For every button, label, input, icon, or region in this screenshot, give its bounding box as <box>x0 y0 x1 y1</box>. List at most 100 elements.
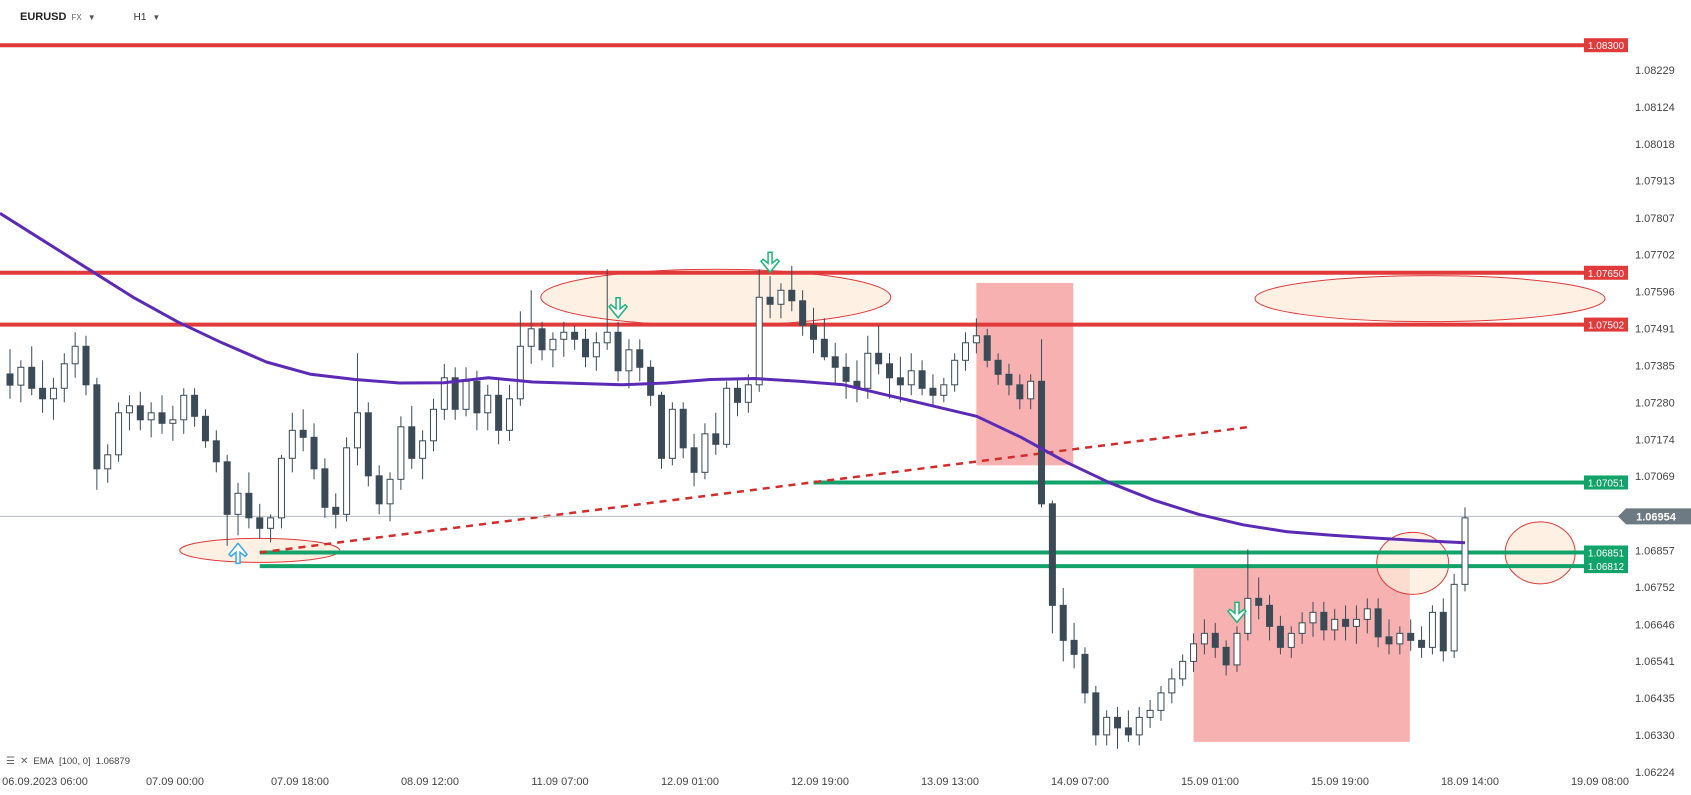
candle-body[interactable] <box>1418 639 1426 648</box>
candle-body[interactable] <box>1276 625 1284 648</box>
candle-body[interactable] <box>1287 632 1295 648</box>
candle-body[interactable] <box>321 468 329 508</box>
candle-body[interactable] <box>766 296 774 305</box>
candle-body[interactable] <box>842 366 850 382</box>
candle-body[interactable] <box>234 492 242 515</box>
candle-body[interactable] <box>6 373 14 386</box>
candle-body[interactable] <box>386 478 394 505</box>
candle-body[interactable] <box>1374 608 1382 638</box>
candle-body[interactable] <box>571 331 579 340</box>
candle-body[interactable] <box>962 342 970 361</box>
candle-body[interactable] <box>277 457 285 519</box>
candle-body[interactable] <box>1342 618 1350 627</box>
candle-body[interactable] <box>49 387 57 400</box>
candle-body[interactable] <box>125 405 133 414</box>
candle-body[interactable] <box>1005 373 1013 386</box>
candle-body[interactable] <box>1320 611 1328 631</box>
candle-body[interactable] <box>679 408 687 449</box>
candle-body[interactable] <box>484 394 492 414</box>
candle-body[interactable] <box>1255 597 1263 606</box>
candle-body[interactable] <box>1016 384 1024 400</box>
candle-body[interactable] <box>918 370 926 389</box>
candle-body[interactable] <box>1157 692 1165 711</box>
candle-body[interactable] <box>712 433 720 445</box>
candle-body[interactable] <box>310 436 318 470</box>
candle-body[interactable] <box>527 328 535 347</box>
candle-body[interactable] <box>1396 632 1404 645</box>
candle-body[interactable] <box>831 356 839 368</box>
candle-body[interactable] <box>1266 604 1274 627</box>
candle-body[interactable] <box>820 338 828 358</box>
candle-body[interactable] <box>1439 611 1447 652</box>
candle-body[interactable] <box>549 338 557 351</box>
candle-body[interactable] <box>1222 646 1230 666</box>
candle-body[interactable] <box>93 384 101 470</box>
candle-body[interactable] <box>951 359 959 386</box>
ema-line[interactable] <box>0 212 1466 545</box>
candle-body[interactable] <box>1309 611 1317 624</box>
candle-body[interactable] <box>256 517 264 529</box>
candle-body[interactable] <box>28 366 36 389</box>
candle-body[interactable] <box>180 394 188 421</box>
candle-body[interactable] <box>223 461 231 515</box>
candle-body[interactable] <box>505 398 513 431</box>
candle-body[interactable] <box>1385 636 1393 645</box>
candle-body[interactable] <box>886 363 894 379</box>
candle-body[interactable] <box>723 387 731 445</box>
candle-body[interactable] <box>614 331 622 372</box>
candle-body[interactable] <box>1233 632 1241 666</box>
candle-body[interactable] <box>1428 611 1436 648</box>
indicator-settings-icon[interactable]: ☰ <box>6 756 15 767</box>
trendline[interactable] <box>259 425 1248 554</box>
candle-body[interactable] <box>929 387 937 396</box>
candle-body[interactable] <box>419 440 427 459</box>
candle-body[interactable] <box>734 387 741 403</box>
candle-body[interactable] <box>940 384 948 396</box>
candle-body[interactable] <box>104 454 112 470</box>
candle-body[interactable] <box>451 377 459 410</box>
candle-body[interactable] <box>1244 597 1252 634</box>
candle-body[interactable] <box>429 408 437 442</box>
candle-body[interactable] <box>896 377 904 386</box>
candle-body[interactable] <box>1298 622 1306 634</box>
candle-body[interactable] <box>690 447 698 473</box>
candle-body[interactable] <box>212 440 220 463</box>
candle-body[interactable] <box>777 289 785 305</box>
candle-body[interactable] <box>647 366 655 396</box>
candle-body[interactable] <box>440 377 448 410</box>
candle-body[interactable] <box>343 447 351 515</box>
candle-body[interactable] <box>147 412 155 421</box>
candle-body[interactable] <box>115 412 123 456</box>
candle-body[interactable] <box>1081 653 1089 694</box>
candle-body[interactable] <box>907 370 915 386</box>
candle-body[interactable] <box>473 380 481 414</box>
candle-body[interactable] <box>538 328 546 351</box>
candle-body[interactable] <box>1048 503 1056 606</box>
candle-body[interactable] <box>864 352 872 389</box>
candle-body[interactable] <box>1059 604 1067 641</box>
candle-body[interactable] <box>191 394 199 417</box>
candle-body[interactable] <box>1450 583 1458 652</box>
candle-body[interactable] <box>744 384 752 403</box>
candle-body[interactable] <box>17 366 25 386</box>
candle-body[interactable] <box>136 405 144 421</box>
candle-body[interactable] <box>983 335 991 361</box>
candle-body[interactable] <box>1038 380 1046 505</box>
candle-body[interactable] <box>267 517 275 529</box>
symbol-dropdown-icon[interactable]: ▼ <box>87 12 96 22</box>
candle-body[interactable] <box>625 349 633 372</box>
candle-body[interactable] <box>1211 632 1219 648</box>
candle-body[interactable] <box>592 342 600 358</box>
candle-body[interactable] <box>364 412 372 477</box>
candle-body[interactable] <box>1200 632 1208 645</box>
candle-body[interactable] <box>972 335 980 344</box>
candle-body[interactable] <box>71 345 79 365</box>
candle-body[interactable] <box>1070 639 1078 655</box>
candle-body[interactable] <box>353 412 361 449</box>
candle-body[interactable] <box>245 492 253 519</box>
candle-body[interactable] <box>636 349 644 368</box>
candle-body[interactable] <box>1027 380 1035 400</box>
candle-body[interactable] <box>560 331 568 340</box>
candle-body[interactable] <box>158 412 166 424</box>
indicator-remove-icon[interactable]: ✕ <box>19 756 29 767</box>
